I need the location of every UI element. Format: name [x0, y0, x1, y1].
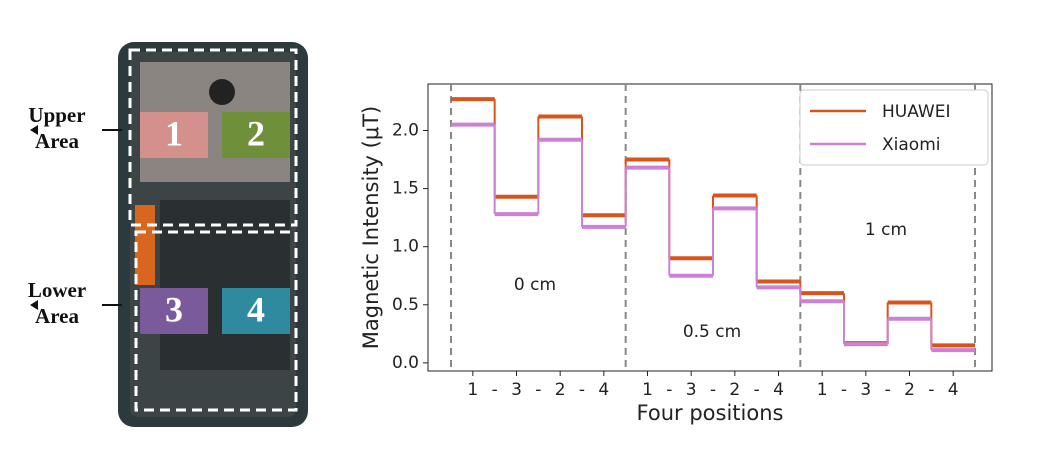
area-label: Lower: [28, 278, 86, 302]
x-separator: -: [841, 380, 847, 400]
plot-frame: [427, 83, 993, 372]
y-tick-label: 1.0: [392, 237, 419, 257]
flex-cable: [135, 205, 155, 285]
upper-area-outline: [128, 48, 298, 227]
regions: 1 2 3 4: [140, 112, 290, 334]
distance-label: 0 cm: [514, 275, 556, 295]
camera: [209, 79, 235, 105]
region-label: 1: [165, 113, 183, 153]
region-box: [140, 288, 208, 334]
y-tick-label: 2.0: [392, 120, 419, 140]
region-label: 3: [165, 289, 183, 329]
x-tick-label: 3: [511, 380, 522, 400]
lower-area-outline: [134, 230, 298, 412]
phone-photo: [118, 42, 308, 427]
x-tick-label: 1: [642, 380, 653, 400]
x-tick-label: 3: [860, 380, 871, 400]
region-box: [222, 288, 290, 334]
region-label: 4: [247, 289, 265, 329]
area-label: Area: [35, 129, 79, 153]
area-label: Upper: [28, 103, 85, 127]
arrow-head: [30, 300, 38, 310]
x-separator: -: [754, 380, 760, 400]
legend-box: [799, 89, 989, 166]
x-tick-label: 4: [773, 380, 784, 400]
x-tick-label: 1: [467, 380, 478, 400]
region-label: 2: [247, 113, 265, 153]
y-tick-label: 0.0: [392, 353, 419, 373]
legend-label: HUAWEI: [882, 102, 951, 122]
y-tick-label: 1.5: [392, 179, 419, 199]
x-tick-label: 2: [555, 380, 566, 400]
x-separator: -: [666, 380, 672, 400]
distance-label: 1 cm: [865, 220, 907, 240]
x-separator: -: [492, 380, 498, 400]
x-separator: -: [928, 380, 934, 400]
area-label: Area: [35, 304, 79, 328]
region-box: [140, 112, 208, 158]
x-separator: -: [885, 380, 891, 400]
x-tick-label: 1: [817, 380, 828, 400]
x-tick-label: 2: [904, 380, 915, 400]
y-tick-label: 0.5: [392, 295, 419, 315]
x-tick-label: 4: [948, 380, 959, 400]
x-tick-label: 3: [686, 380, 697, 400]
region-box: [222, 112, 290, 158]
x-tick-label: 2: [729, 380, 740, 400]
battery: [160, 200, 290, 370]
arrow-head: [30, 125, 38, 135]
chart: 0.00.51.01.52.00 cm0.5 cm1 cm1-3-2-4 1-3-…: [359, 83, 993, 425]
legend-label: Xiaomi: [882, 135, 940, 155]
distance-label: 0.5 cm: [683, 322, 741, 342]
y-axis-title: Magnetic Intensity (μT): [359, 106, 383, 350]
x-separator: -: [579, 380, 585, 400]
x-separator: -: [535, 380, 541, 400]
x-axis-title: Four positions: [637, 401, 784, 425]
x-tick-label: 4: [598, 380, 609, 400]
x-separator: -: [710, 380, 716, 400]
